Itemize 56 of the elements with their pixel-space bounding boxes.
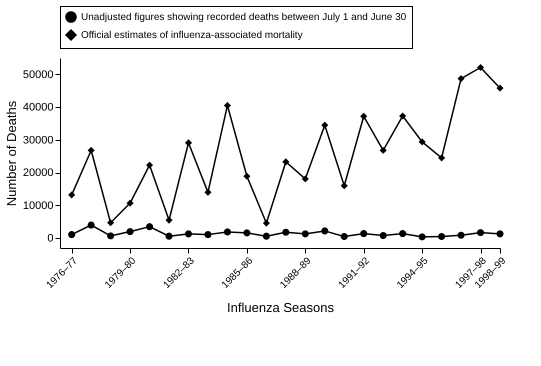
x-axis-title: Influenza Seasons [227,300,334,316]
point [418,233,426,240]
y-tick-label: 50000 [22,68,54,81]
point [418,138,426,146]
point [204,231,212,238]
y-axis-title: Number of Deaths [4,100,19,206]
point [165,216,173,224]
point [380,232,387,240]
point [438,233,446,240]
point [146,162,154,169]
point [496,84,504,92]
point [243,229,250,236]
point [321,227,328,234]
point [243,172,250,180]
point [204,188,212,196]
y-tick-label: 20000 [22,167,54,180]
point [224,228,231,236]
point [302,230,309,238]
point [380,146,387,154]
point [126,228,134,236]
point [262,232,270,240]
point [458,232,465,239]
point [165,232,173,240]
legend-label: Official estimates of influenza-associated mortality [81,30,303,41]
y-tick-label: 40000 [22,102,54,114]
legend-label: Unadjusted figures showing recorded deaths between July 1 and June 30 [81,12,407,23]
point [321,122,328,129]
y-tick-label: 10000 [22,200,54,212]
point [438,154,446,162]
point [224,102,231,110]
point [107,219,114,226]
point [302,175,309,182]
point [360,112,368,120]
point [340,233,348,240]
point [282,228,290,236]
point [184,139,192,146]
point [476,229,484,236]
point [360,230,368,238]
point [126,200,134,207]
point [88,146,95,154]
point [262,220,270,227]
point [340,182,348,190]
point [399,112,406,120]
point [184,230,192,238]
y-tick-label: 30000 [22,134,54,146]
point [496,230,504,238]
point [458,75,465,82]
point [107,232,114,240]
point [88,222,95,229]
point [282,158,290,166]
point [68,191,76,198]
point [476,64,484,72]
y-tick-label: 0 [47,232,54,245]
point [68,231,76,238]
point [399,230,406,238]
point [146,223,154,230]
